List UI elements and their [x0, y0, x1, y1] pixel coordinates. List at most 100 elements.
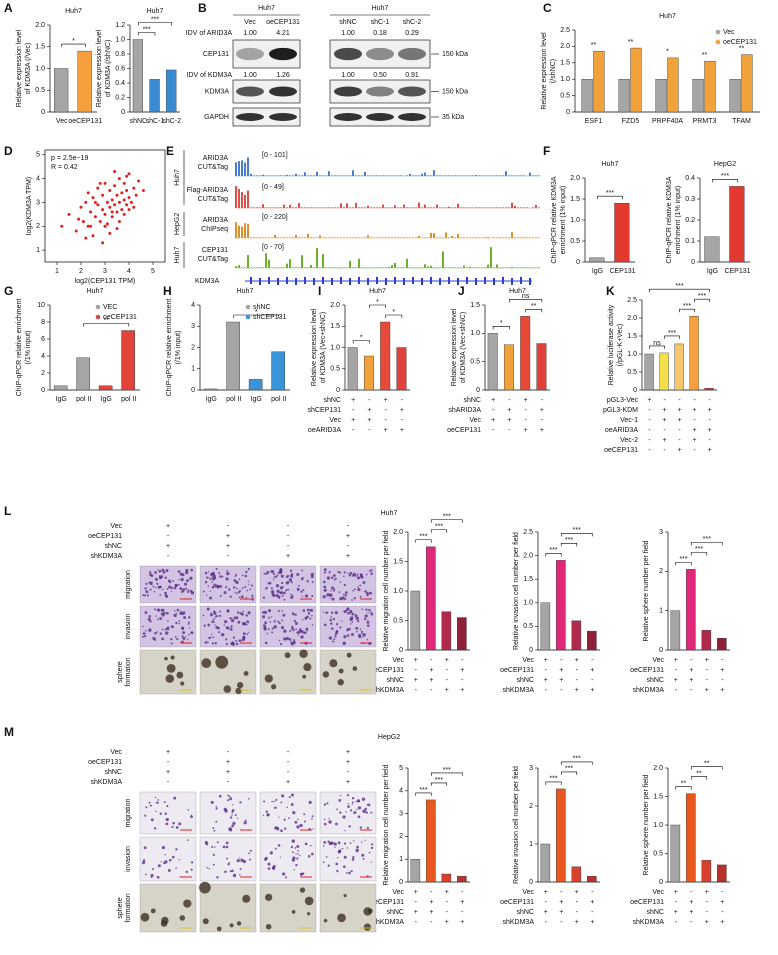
cell: [209, 596, 213, 600]
bracket: [664, 335, 680, 339]
condition-label: shNC: [386, 677, 404, 684]
micrograph: [139, 649, 197, 695]
micrograph: [319, 605, 377, 648]
point: [115, 193, 119, 197]
cell: [226, 571, 230, 576]
cell: [228, 588, 231, 591]
point: [120, 191, 124, 195]
track-signal: [235, 247, 540, 268]
cell: [247, 797, 250, 800]
point: [91, 196, 95, 200]
point: [67, 212, 71, 216]
condition-mark: +: [692, 407, 696, 414]
exon: [430, 277, 432, 284]
condition-mark: -: [368, 427, 371, 434]
cell: [309, 844, 312, 847]
cell: [323, 568, 327, 572]
condition-mark: -: [415, 899, 418, 906]
condition-mark: +: [286, 779, 290, 786]
exon: [439, 278, 441, 285]
condition-mark: +: [689, 909, 693, 916]
bracket: [560, 771, 578, 775]
condition-label: oeCEP131: [500, 667, 534, 674]
y-axis-label: ChIP-qPCR relative KDM3A: [551, 176, 558, 263]
condition-mark: -: [167, 533, 170, 540]
chart-title: Huh7: [369, 288, 386, 295]
point: [110, 198, 114, 202]
cell: [168, 858, 172, 862]
cell: [184, 587, 188, 590]
condition-mark: -: [591, 677, 594, 684]
cell: [210, 633, 213, 636]
y-tick-label: 4: [399, 788, 403, 795]
band: [269, 113, 297, 121]
cell: [173, 796, 177, 800]
cell: [164, 629, 166, 631]
significance: ***: [698, 293, 706, 300]
x-tick-label: shNC: [130, 118, 148, 125]
cell: [283, 637, 287, 641]
cell: [238, 578, 241, 581]
bar: [670, 824, 681, 883]
cell: [212, 576, 217, 580]
bar: [692, 78, 704, 113]
condition-mark: -: [287, 749, 290, 756]
cell: [335, 862, 339, 866]
cell: [323, 840, 327, 844]
sphere: [202, 918, 209, 925]
cell: [295, 863, 298, 867]
cell: [349, 842, 352, 844]
size-label: 150 kDa: [442, 51, 468, 58]
condition-mark: -: [352, 427, 355, 434]
condition-label: shNC: [323, 397, 341, 404]
condition-mark: -: [492, 407, 495, 414]
cell: [171, 825, 174, 829]
condition-mark: -: [524, 417, 527, 424]
cell: [190, 631, 192, 634]
y-tick-label: 3: [659, 529, 663, 536]
cell: [291, 594, 294, 597]
exon: [340, 277, 342, 284]
cell: [159, 617, 162, 620]
cell: [235, 580, 239, 584]
cell: [190, 814, 193, 816]
y-tick-label: 2.5: [560, 27, 570, 34]
cell: [339, 581, 342, 583]
y-tick-label: 0.5: [393, 617, 403, 624]
condition-mark: -: [446, 677, 449, 684]
cell: [276, 589, 280, 593]
y-tick-label: 0: [529, 879, 533, 886]
cell: [239, 857, 241, 859]
condition-mark: +: [677, 407, 681, 414]
cell: [181, 635, 184, 638]
cell: [349, 571, 353, 575]
condition-label: Vec: [469, 417, 481, 424]
condition-mark: -: [678, 437, 681, 444]
cell: [143, 634, 147, 638]
bracket: [649, 345, 665, 349]
condition-mark: -: [591, 657, 594, 664]
cell: [225, 841, 229, 845]
cell: [360, 575, 364, 579]
condition-mark: +: [384, 397, 388, 404]
condition-mark: +: [590, 687, 594, 694]
cell: [327, 840, 330, 843]
cell: [290, 595, 294, 599]
sphere: [302, 674, 307, 679]
panel-letter: I: [318, 284, 321, 298]
micrograph: [259, 605, 317, 648]
bar: [686, 793, 696, 883]
cell: [297, 818, 299, 821]
y-tick-label: 1.5: [330, 323, 340, 330]
condition-label: oeCEP131: [370, 899, 404, 906]
track-signal: [235, 186, 540, 208]
cell: [182, 631, 186, 635]
cell: [333, 842, 337, 846]
y-axis-label: Relative invasion cell number per field: [513, 532, 520, 650]
cell: [355, 616, 359, 620]
cell: [328, 818, 330, 820]
cell: [219, 614, 222, 618]
cell: [293, 640, 296, 644]
cell: [207, 641, 209, 644]
cell: [355, 626, 359, 630]
